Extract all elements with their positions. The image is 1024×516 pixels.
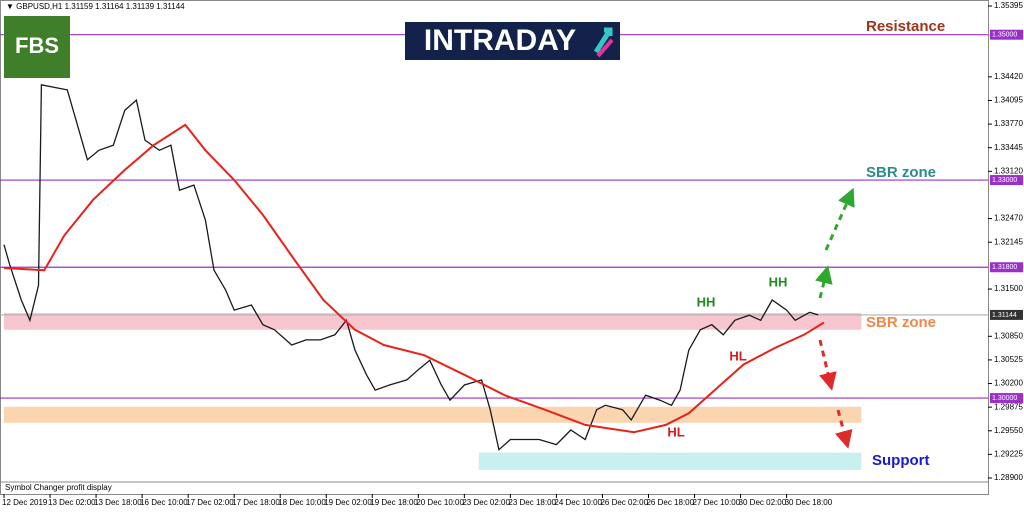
arrow — [824, 187, 855, 251]
quote: 1.31164 — [95, 2, 124, 11]
level-label: 1.30000 — [992, 395, 1017, 402]
annotation: HH — [697, 294, 716, 309]
x-tick-label: 24 Dec 10:00 — [554, 498, 602, 507]
x-tick-label: 16 Dec 10:00 — [140, 498, 188, 507]
x-tick-label: 30 Dec 18:00 — [785, 498, 833, 507]
annotation: SBR zone — [866, 164, 936, 181]
y-tick-label: 1.32470 — [994, 214, 1023, 223]
y-tick-label: 1.31500 — [994, 284, 1023, 293]
arrow — [818, 339, 837, 391]
level-tag — [990, 29, 1023, 40]
header: ▼ GBPUSD,H1 1.31159 1.31164 1.31139 1.31… — [6, 2, 185, 11]
x-tick-label: 30 Dec 02:00 — [739, 498, 787, 507]
x-tick-label: 23 Dec 18:00 — [508, 498, 556, 507]
y-tick-label: 1.28900 — [994, 473, 1023, 482]
level-tag — [990, 309, 1023, 320]
logo-box — [4, 16, 70, 78]
y-tick-label: 1.33120 — [994, 166, 1023, 175]
y-tick-label: 1.30200 — [994, 379, 1023, 388]
quote: 1.31159 — [65, 2, 94, 11]
arrows — [815, 187, 855, 449]
x-tick-label: 26 Dec 02:00 — [600, 498, 648, 507]
x-tick-label: 17 Dec 18:00 — [232, 498, 280, 507]
y-tick-label: 1.29550 — [994, 426, 1023, 435]
level-label: 1.35000 — [992, 32, 1017, 39]
annotation: Resistance — [866, 18, 945, 35]
zone — [4, 313, 862, 330]
x-tick-label: 19 Dec 18:00 — [370, 498, 418, 507]
level-label: 1.31144 — [992, 312, 1017, 319]
level-label: 1.31800 — [992, 264, 1017, 271]
y-tick-label: 1.33770 — [994, 119, 1023, 128]
quote: 1.31139 — [126, 2, 155, 11]
zone — [478, 452, 862, 471]
annotation: SBR zone — [866, 314, 936, 331]
x-tick-label: 20 Dec 10:00 — [416, 498, 464, 507]
zone — [4, 406, 862, 423]
footer: Symbol Changer profit display — [5, 483, 112, 492]
x-tick-label: 26 Dec 18:00 — [646, 498, 694, 507]
annotation: Support — [872, 452, 930, 469]
y-tick-label: 1.33445 — [994, 143, 1023, 152]
x-tick-label: 13 Dec 18:00 — [94, 498, 142, 507]
banner: INTRADAY — [424, 24, 576, 57]
banner-icon — [593, 27, 613, 54]
x-tick-label: 19 Dec 02:00 — [324, 498, 372, 507]
series-line — [3, 123, 825, 434]
level-tag — [990, 175, 1023, 186]
y-tick-label: 1.29875 — [994, 402, 1023, 411]
x-tick-label: 27 Dec 10:00 — [693, 498, 741, 507]
y-tick-label: 1.32145 — [994, 237, 1023, 246]
logo: FBS — [15, 33, 59, 58]
quote: 1.31144 — [156, 2, 185, 11]
arrow — [834, 409, 853, 449]
y-tick-label: 1.30850 — [994, 331, 1023, 340]
y-tick-label: 1.35395 — [994, 1, 1023, 10]
annotation: HL — [667, 424, 684, 439]
level-tag — [990, 262, 1023, 273]
x-tick-label: 17 Dec 02:00 — [186, 498, 234, 507]
annotation: HH — [769, 274, 788, 289]
symbol: GBPUSD,H1 — [16, 2, 63, 11]
y-tick-label: 1.34095 — [994, 96, 1023, 105]
arrow — [815, 265, 833, 299]
x-tick-label: 18 Dec 10:00 — [278, 498, 326, 507]
banner-box — [405, 22, 620, 60]
y-tick-label: 1.30525 — [994, 355, 1023, 364]
banner-icon — [596, 38, 614, 58]
y-tick-label: 1.29225 — [994, 449, 1023, 458]
annotation: HL — [729, 348, 746, 363]
x-tick-label: 23 Dec 02:00 — [462, 498, 510, 507]
x-tick-label: 13 Dec 02:00 — [48, 498, 96, 507]
level-tag — [990, 393, 1023, 404]
x-tick-label: 12 Dec 2019 — [2, 498, 48, 507]
level-label: 1.33000 — [992, 177, 1017, 184]
series-line — [3, 84, 819, 451]
y-tick-label: 1.34420 — [994, 72, 1023, 81]
